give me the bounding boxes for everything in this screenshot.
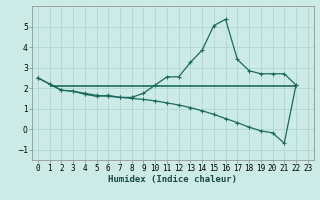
X-axis label: Humidex (Indice chaleur): Humidex (Indice chaleur)	[108, 175, 237, 184]
